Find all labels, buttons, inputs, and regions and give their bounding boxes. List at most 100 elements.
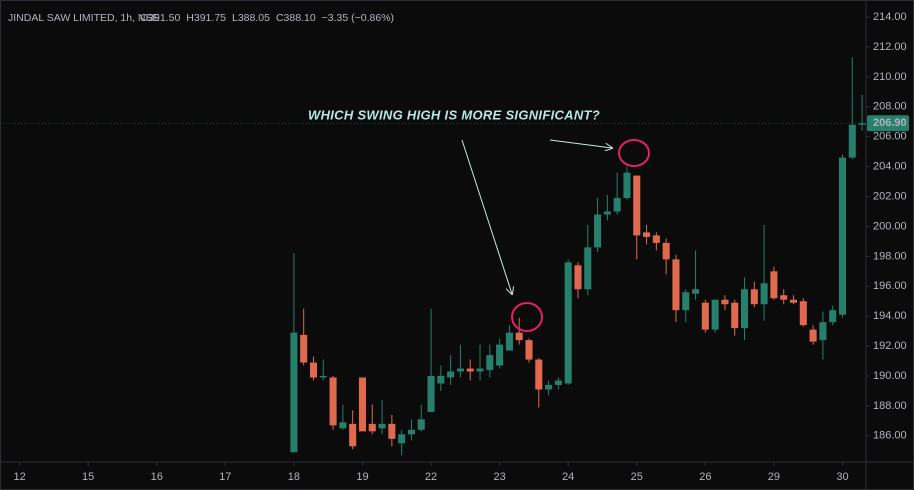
candle-body bbox=[770, 271, 778, 299]
y-tick-label: 214.00 bbox=[873, 11, 907, 23]
candle-body bbox=[594, 214, 602, 248]
highlight-circle bbox=[618, 139, 650, 167]
last-price-label: 206.90 bbox=[873, 117, 907, 129]
candle-body bbox=[858, 123, 866, 125]
y-tick-label: 192.00 bbox=[873, 340, 907, 352]
candle-body bbox=[417, 419, 425, 430]
y-tick-label: 186.00 bbox=[873, 430, 907, 442]
candle-body bbox=[682, 292, 690, 311]
candle-body bbox=[829, 310, 837, 323]
candle-body bbox=[652, 235, 660, 243]
x-tick-label: 26 bbox=[699, 471, 711, 483]
candle-body bbox=[711, 299, 719, 330]
candle-body bbox=[427, 376, 435, 412]
candle-body bbox=[780, 295, 788, 300]
plot-area bbox=[0, 57, 866, 456]
candle-body bbox=[838, 157, 847, 315]
candle-body bbox=[319, 376, 327, 378]
annotation: WHICH SWING HIGH IS MORE SIGNIFICANT? bbox=[308, 107, 600, 122]
candle-body bbox=[564, 262, 572, 384]
last-price-tag bbox=[867, 115, 909, 132]
ohlc-value: O391.50 bbox=[140, 12, 180, 24]
ohlc-value: C388.10 bbox=[276, 12, 316, 24]
y-tick-label: 188.00 bbox=[873, 400, 907, 412]
x-tick-label: 18 bbox=[288, 471, 300, 483]
candle-body bbox=[692, 289, 700, 294]
x-tick-label: 25 bbox=[631, 471, 643, 483]
candle-body bbox=[584, 247, 592, 290]
candle-body bbox=[545, 384, 553, 390]
candle-body bbox=[603, 211, 611, 215]
x-tick-label: 16 bbox=[151, 471, 163, 483]
candle-body bbox=[505, 332, 513, 351]
candle-body bbox=[574, 265, 582, 290]
candle-body bbox=[496, 344, 504, 366]
ohlc-value: −3.35 (−0.86%) bbox=[322, 12, 394, 24]
candle-body bbox=[309, 362, 318, 378]
candle-body bbox=[633, 175, 641, 236]
candle-body bbox=[476, 368, 484, 372]
ohlc-value: L388.05 bbox=[232, 12, 270, 24]
x-tick-label: 23 bbox=[493, 471, 505, 483]
candle-body bbox=[643, 232, 651, 237]
chart-title: JINDAL SAW LIMITED, 1h, NSE bbox=[8, 12, 160, 24]
y-tick-label: 198.00 bbox=[873, 250, 907, 262]
x-tick-label: 17 bbox=[219, 471, 231, 483]
candle-body bbox=[809, 329, 817, 342]
candle-body bbox=[672, 259, 680, 311]
candle-body bbox=[515, 332, 523, 341]
ohlc-value: H391.75 bbox=[186, 12, 226, 24]
candle-body bbox=[750, 289, 758, 305]
candle-body bbox=[789, 299, 798, 303]
candle-body bbox=[290, 332, 298, 453]
candle-body bbox=[349, 423, 357, 447]
candle-body bbox=[368, 423, 376, 432]
candle-body bbox=[623, 172, 631, 199]
y-tick-label: 190.00 bbox=[873, 370, 907, 382]
candle-body bbox=[525, 340, 533, 360]
candle-body bbox=[398, 434, 406, 444]
candle-body bbox=[466, 368, 474, 372]
y-tick-label: 210.00 bbox=[873, 71, 907, 83]
candle-body bbox=[486, 355, 494, 371]
candle-body bbox=[378, 423, 386, 429]
highlight-circle bbox=[511, 302, 543, 332]
candle-body bbox=[407, 429, 415, 435]
y-tick-label: 212.00 bbox=[873, 41, 907, 53]
x-tick-label: 24 bbox=[562, 471, 574, 483]
x-tick-label: 29 bbox=[768, 471, 780, 483]
candle-body bbox=[329, 377, 337, 426]
y-tick-label: 208.00 bbox=[873, 101, 907, 113]
x-tick-label: 12 bbox=[13, 471, 25, 483]
candle-body bbox=[701, 302, 709, 330]
candle-body bbox=[535, 359, 543, 390]
y-tick-label: 202.00 bbox=[873, 190, 907, 202]
candle-body bbox=[760, 283, 768, 305]
candle-body bbox=[447, 371, 455, 378]
arrow bbox=[461, 139, 512, 294]
x-tick-label: 19 bbox=[356, 471, 368, 483]
x-tick-label: 30 bbox=[836, 471, 848, 483]
candle-body bbox=[358, 377, 366, 432]
x-tick-label: 15 bbox=[82, 471, 94, 483]
ohlc-legend: O391.50 H391.75 L388.05 C388.10 −3.35 (−0.86… bbox=[140, 12, 394, 24]
candle-body bbox=[437, 376, 445, 384]
y-tick-label: 194.00 bbox=[873, 310, 907, 322]
candle-body bbox=[721, 299, 729, 305]
candle-body bbox=[662, 242, 670, 260]
candle-body bbox=[339, 422, 347, 429]
candle-body bbox=[731, 302, 739, 329]
y-tick-label: 206.00 bbox=[873, 131, 907, 143]
y-tick-label: 200.00 bbox=[873, 220, 907, 232]
x-tick-label: 22 bbox=[425, 471, 437, 483]
candle-body bbox=[554, 380, 562, 385]
candle-body bbox=[848, 124, 856, 158]
candle-body bbox=[819, 322, 827, 341]
y-tick-label: 196.00 bbox=[873, 280, 907, 292]
candle-body bbox=[613, 198, 621, 212]
candle-body bbox=[740, 289, 749, 329]
candle-body bbox=[799, 301, 807, 326]
candle-body bbox=[300, 334, 308, 363]
